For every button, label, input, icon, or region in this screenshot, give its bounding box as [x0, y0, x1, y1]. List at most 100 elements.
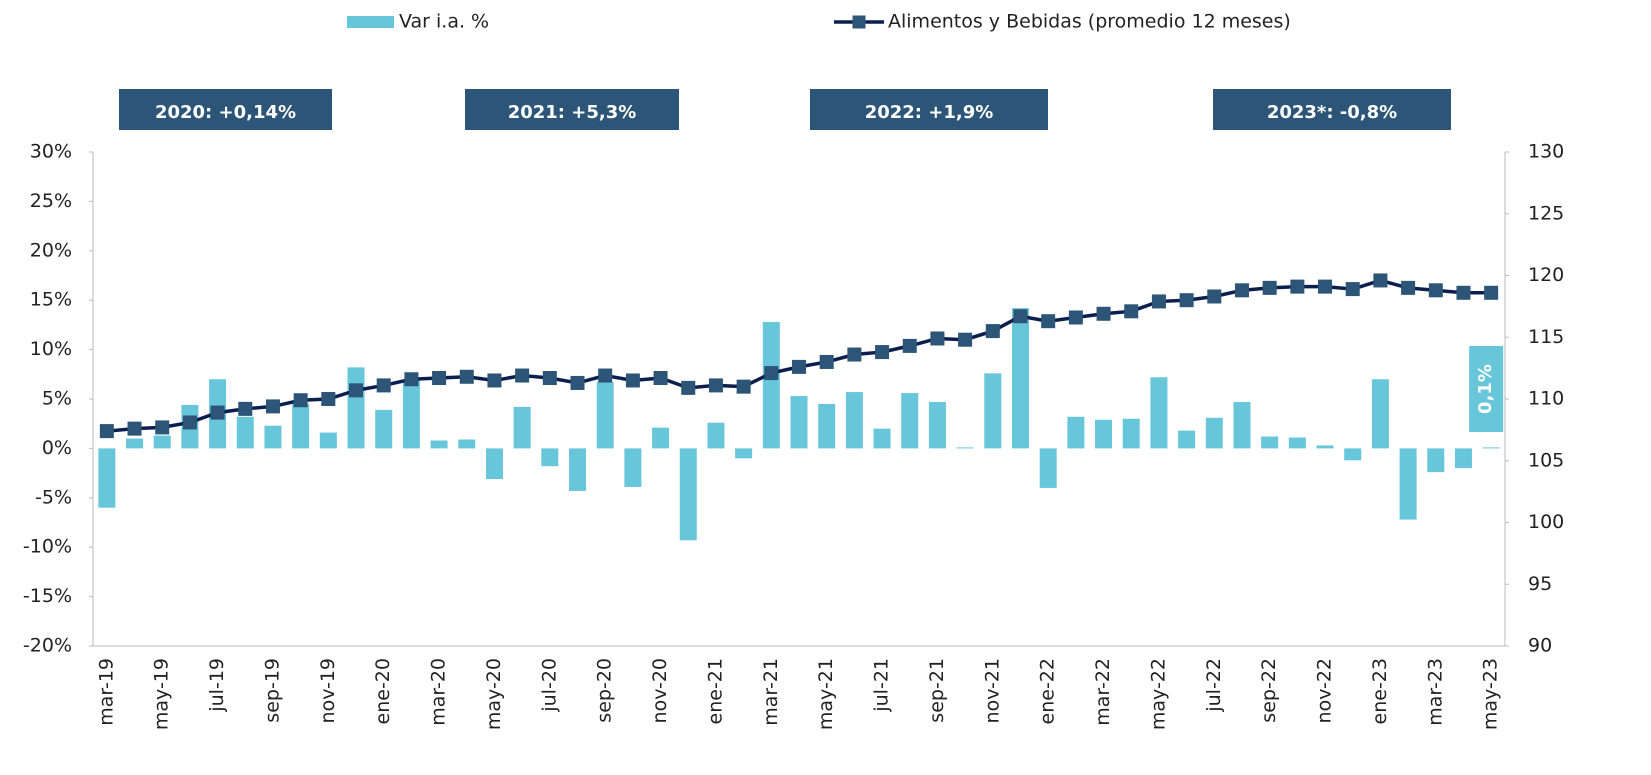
annotation: 2022: +1,9%	[865, 102, 994, 123]
x-tick-label: ene-22	[1037, 658, 1059, 724]
y-tick-label: 25%	[30, 190, 72, 212]
x-tick-label: may-19	[151, 658, 173, 730]
marker	[930, 331, 945, 346]
x-tick-label: mar-21	[760, 658, 782, 726]
x-tick-label: may-22	[1147, 658, 1169, 730]
bar	[1316, 445, 1334, 449]
marker	[1096, 306, 1111, 321]
bar	[1288, 437, 1306, 449]
bar	[1122, 418, 1140, 449]
annotation: 2021: +5,3%	[508, 102, 637, 123]
bar	[596, 382, 614, 449]
x-tick-label: may-20	[483, 658, 505, 730]
marker	[515, 368, 530, 383]
marker	[265, 399, 280, 414]
marker	[376, 378, 391, 393]
marker	[155, 420, 170, 435]
bar	[818, 403, 836, 449]
marker	[1262, 280, 1277, 295]
x-tick-label: nov-21	[981, 658, 1003, 723]
y-tick-label: 10%	[30, 338, 72, 360]
bar	[1399, 448, 1417, 520]
y-tick-label: -15%	[23, 585, 72, 607]
marker	[321, 392, 336, 406]
x-tick-label: jul-20	[538, 658, 560, 713]
bar	[984, 373, 1002, 449]
bar	[236, 416, 254, 449]
bar	[485, 448, 503, 480]
x-tick-label: mar-20	[428, 658, 450, 726]
x-tick-label: mar-19	[95, 658, 117, 726]
marker	[1068, 310, 1083, 325]
marker	[182, 415, 197, 430]
x-tick-label: sep-20	[594, 658, 616, 723]
y-tick-label: -5%	[35, 486, 72, 508]
x-tick-label: sep-19	[261, 658, 283, 723]
bar	[1233, 401, 1251, 449]
bar	[790, 396, 808, 449]
marker	[598, 368, 613, 383]
marker	[902, 338, 917, 353]
marker	[708, 378, 723, 393]
annotation-box	[810, 89, 1048, 130]
y-tick-label: 0%	[42, 437, 72, 459]
bar	[153, 435, 171, 449]
legend-marker	[852, 15, 866, 29]
y2-tick-label: 95	[1528, 573, 1552, 595]
annotation-box	[1213, 89, 1451, 130]
y2-tick-label: 125	[1528, 202, 1564, 224]
y2-tick-label: 100	[1528, 511, 1564, 533]
bar	[1011, 308, 1029, 449]
x-tick-label: may-23	[1480, 658, 1502, 730]
annotation-box	[465, 89, 679, 130]
marker	[681, 380, 696, 395]
bar	[98, 448, 116, 508]
marker	[653, 371, 668, 386]
marker	[570, 375, 585, 390]
marker	[404, 372, 419, 387]
marker	[1428, 283, 1443, 298]
bar	[292, 403, 310, 449]
bar	[1454, 448, 1472, 469]
value-label: 0,1%	[1475, 364, 1496, 414]
marker	[293, 393, 308, 408]
marker	[1013, 309, 1028, 324]
marker	[792, 359, 806, 374]
marker	[1207, 289, 1222, 304]
bar	[1371, 379, 1389, 449]
bar	[1427, 448, 1445, 473]
x-tick-label: nov-22	[1314, 658, 1336, 723]
marker	[349, 383, 364, 398]
marker	[1234, 283, 1249, 298]
bar	[513, 406, 531, 449]
x-tick-label: ene-20	[372, 658, 394, 724]
marker	[1484, 285, 1499, 300]
marker	[625, 373, 640, 388]
annotation-box	[119, 89, 332, 130]
legend-swatch	[347, 16, 394, 28]
marker	[819, 354, 834, 369]
bar	[402, 379, 420, 449]
x-tick-label: may-21	[815, 658, 837, 730]
marker	[985, 324, 1000, 339]
marker	[1290, 279, 1305, 294]
bar	[430, 440, 448, 449]
marker	[127, 421, 142, 436]
marker	[1318, 279, 1333, 294]
annotation: 2023*: -0,8%	[1267, 102, 1397, 123]
marker	[542, 371, 557, 386]
bar	[873, 428, 891, 449]
marker	[1179, 293, 1194, 308]
bar	[264, 425, 282, 449]
bar	[126, 438, 144, 449]
marker	[487, 373, 502, 388]
marker	[1401, 280, 1416, 295]
y2-tick-label: 110	[1528, 388, 1564, 410]
y-tick-label: -20%	[23, 635, 72, 657]
x-tick-label: jul-22	[1203, 658, 1225, 713]
marker	[736, 379, 751, 394]
bar	[928, 401, 946, 449]
bar	[1344, 448, 1362, 461]
marker	[459, 369, 474, 384]
